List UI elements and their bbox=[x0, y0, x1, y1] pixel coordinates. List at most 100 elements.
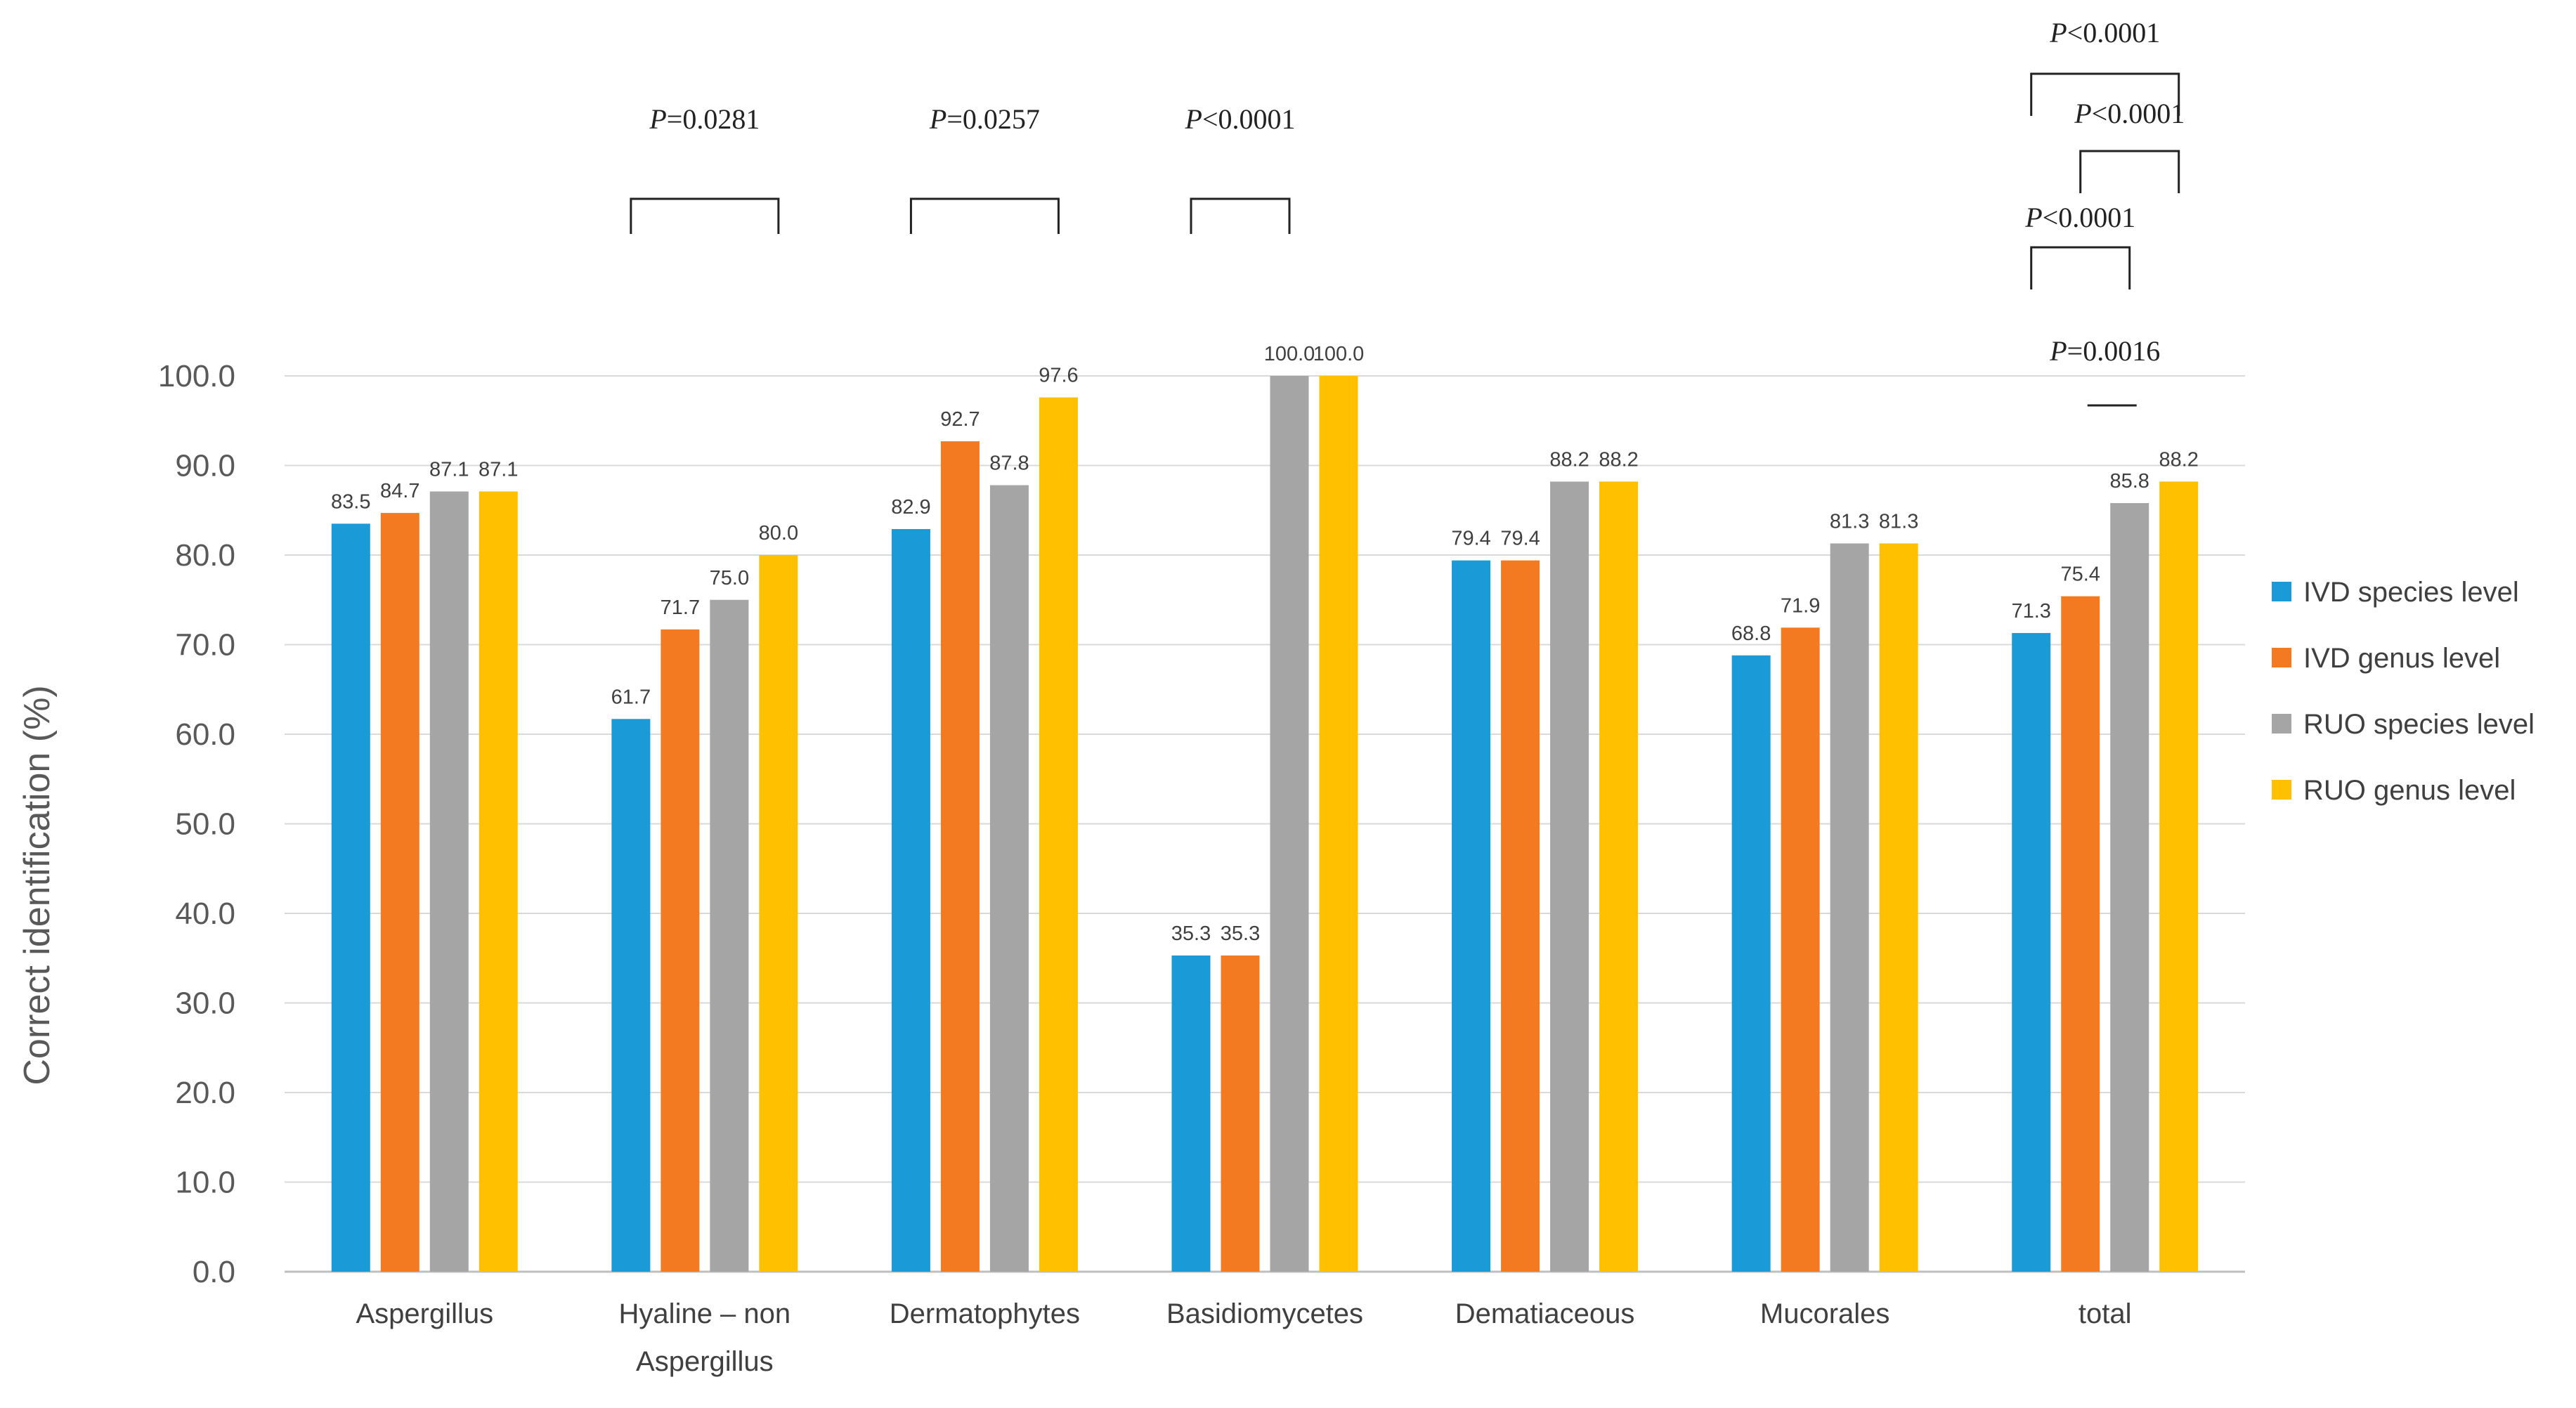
data-label: 68.8 bbox=[1731, 622, 1771, 645]
data-label: 71.7 bbox=[661, 597, 700, 619]
bars bbox=[331, 376, 2199, 1272]
bar bbox=[429, 491, 469, 1272]
significance-bracket bbox=[2030, 72, 2180, 116]
y-tick-label: 0.0 bbox=[193, 1255, 235, 1289]
x-category-label: Mucorales bbox=[1760, 1298, 1890, 1329]
significance-bracket bbox=[630, 197, 780, 234]
legend-label: RUO species level bbox=[2303, 709, 2535, 740]
bar bbox=[1879, 543, 1918, 1272]
data-label: 80.0 bbox=[759, 522, 798, 545]
y-tick-label: 90.0 bbox=[175, 449, 235, 483]
y-tick-label: 10.0 bbox=[175, 1166, 235, 1200]
data-label: 100.0 bbox=[1313, 343, 1365, 365]
data-label: 87.1 bbox=[479, 458, 518, 481]
significance-bracket bbox=[1190, 197, 1291, 234]
y-tick-label: 70.0 bbox=[175, 628, 235, 663]
data-label: 79.4 bbox=[1500, 528, 1540, 550]
p-value-label: P<0.0001 bbox=[1185, 103, 1296, 135]
bar bbox=[940, 441, 980, 1272]
data-label: 35.3 bbox=[1221, 923, 1260, 945]
legend-label: IVD genus level bbox=[2303, 643, 2500, 674]
bar bbox=[1171, 955, 1211, 1272]
data-label: 71.9 bbox=[1781, 594, 1820, 617]
y-tick-label: 50.0 bbox=[175, 807, 235, 842]
y-tick-label: 20.0 bbox=[175, 1076, 235, 1110]
bar bbox=[2110, 503, 2149, 1272]
data-label: 83.5 bbox=[331, 490, 370, 513]
bar bbox=[1550, 481, 1589, 1272]
bar bbox=[2061, 596, 2100, 1272]
data-label: 79.4 bbox=[1451, 528, 1490, 550]
bar bbox=[1221, 955, 1260, 1272]
data-label: 100.0 bbox=[1264, 343, 1315, 365]
bar bbox=[1599, 481, 1639, 1272]
y-tick-label: 80.0 bbox=[175, 538, 235, 573]
y-axis-title: Correct identification (%) bbox=[17, 685, 58, 1085]
bar bbox=[661, 629, 700, 1272]
data-label: 81.3 bbox=[1830, 510, 1869, 533]
data-label: 88.2 bbox=[1549, 448, 1589, 471]
bar bbox=[331, 523, 370, 1272]
data-label: 81.3 bbox=[1879, 510, 1918, 533]
y-tick-label: 100.0 bbox=[158, 359, 235, 393]
bar bbox=[1781, 627, 1820, 1272]
legend-swatch bbox=[2272, 648, 2291, 667]
p-value-label: P=0.0281 bbox=[649, 103, 760, 135]
p-value-label: P=0.0016 bbox=[2049, 335, 2160, 367]
p-value-label: P=0.0257 bbox=[929, 103, 1040, 135]
gridlines bbox=[285, 375, 2245, 1273]
x-category-label: Dermatophytes bbox=[890, 1298, 1080, 1329]
p-value-label: P<0.0001 bbox=[2024, 202, 2135, 233]
bar bbox=[1452, 560, 1491, 1272]
bar bbox=[1830, 543, 1869, 1272]
data-label: 71.3 bbox=[2011, 600, 2050, 622]
bar bbox=[1501, 560, 1540, 1272]
significance-annotations: P=0.0281 P=0.0257 P<0.0001 P<0.0001 P<0.0001… bbox=[630, 17, 2185, 407]
legend-swatch bbox=[2272, 582, 2291, 601]
legend-label: RUO genus level bbox=[2303, 775, 2516, 806]
p-value-label: P<0.0001 bbox=[2049, 17, 2160, 48]
data-label: 75.0 bbox=[710, 567, 749, 589]
y-axis-ticks: 0.0 10.0 20.0 30.0 40.0 50.0 60.0 70.0 80.0 90.0 1… bbox=[158, 359, 235, 1289]
bar bbox=[759, 555, 798, 1272]
bar bbox=[380, 513, 419, 1272]
legend: IVD species level IVD genus level RUO spec… bbox=[2272, 577, 2535, 806]
x-category-label: Aspergillus bbox=[356, 1298, 493, 1329]
data-label: 35.3 bbox=[1171, 923, 1211, 945]
legend-swatch bbox=[2272, 714, 2291, 734]
x-category-label: Hyaline – non Aspergillus bbox=[619, 1298, 791, 1377]
bar bbox=[1319, 376, 1358, 1272]
x-category-label: total bbox=[2079, 1298, 2132, 1329]
bar bbox=[989, 485, 1029, 1272]
x-axis-categories: Aspergillus Hyaline – non Aspergillus Derma… bbox=[356, 1298, 2131, 1377]
data-labels: 83.5 61.7 82.9 35.3 79.4 68.8 71.3 84.7 71.7 92.7… bbox=[331, 343, 2199, 945]
bar bbox=[891, 529, 930, 1272]
significance-bracket bbox=[2030, 246, 2131, 289]
data-label: 84.7 bbox=[380, 480, 419, 502]
data-label: 88.2 bbox=[2159, 448, 2198, 471]
y-tick-label: 60.0 bbox=[175, 717, 235, 752]
bar bbox=[710, 599, 749, 1272]
data-label: 82.9 bbox=[891, 496, 930, 519]
data-label: 92.7 bbox=[940, 408, 980, 431]
y-tick-label: 40.0 bbox=[175, 897, 235, 931]
data-label: 97.6 bbox=[1039, 365, 1078, 387]
data-label: 88.2 bbox=[1599, 448, 1638, 471]
legend-label: IVD species level bbox=[2303, 577, 2519, 608]
data-label: 85.8 bbox=[2109, 470, 2149, 493]
bar bbox=[611, 719, 651, 1272]
bar bbox=[2012, 632, 2051, 1272]
bar bbox=[479, 491, 518, 1272]
bar bbox=[1731, 655, 1771, 1272]
bar bbox=[1270, 376, 1309, 1272]
y-tick-label: 30.0 bbox=[175, 986, 235, 1021]
data-label: 61.7 bbox=[611, 686, 651, 708]
bar bbox=[2159, 481, 2199, 1272]
x-category-label: Dematiaceous bbox=[1455, 1298, 1635, 1329]
significance-bracket bbox=[2079, 150, 2180, 193]
data-label: 87.1 bbox=[429, 458, 469, 481]
legend-swatch bbox=[2272, 780, 2291, 800]
data-label: 75.4 bbox=[2060, 563, 2100, 586]
data-label: 87.8 bbox=[989, 452, 1029, 475]
